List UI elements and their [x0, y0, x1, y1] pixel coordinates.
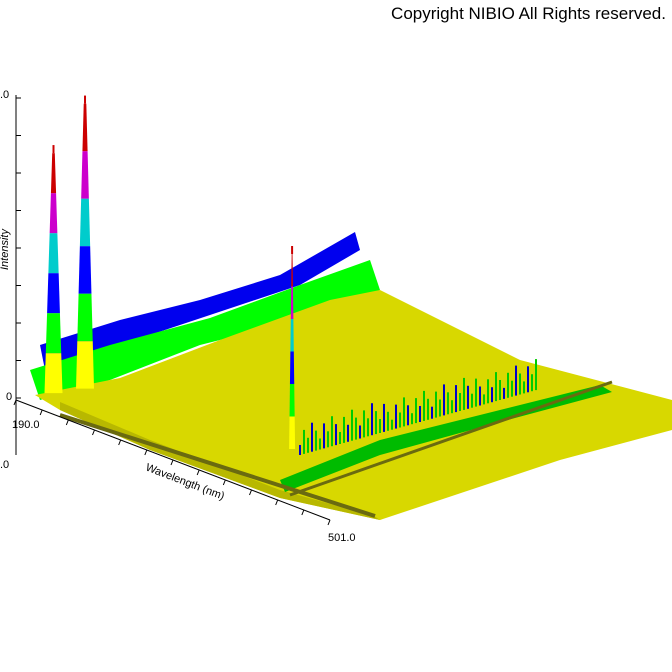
- wavelength-tick-mark: [249, 489, 252, 496]
- surface-layers: [30, 232, 672, 520]
- wavelength-tick-mark: [196, 469, 200, 476]
- wavelength-tick-mark: [144, 449, 148, 456]
- peak-band: [289, 351, 295, 384]
- floor-edge-line: [59, 413, 376, 518]
- wavelength-end-tick: 501.0: [328, 532, 356, 544]
- wavelength-tick-mark: [118, 439, 122, 446]
- noise-group: [299, 359, 537, 455]
- wavelength-tick-mark: [301, 509, 305, 516]
- peak-band: [50, 153, 57, 194]
- peak-band: [289, 383, 295, 417]
- depth-tick: .0: [0, 459, 9, 471]
- peak-band: [78, 246, 92, 294]
- wavelength-tick-mark: [327, 519, 331, 526]
- peak-band: [45, 313, 62, 354]
- intensity-top-tick: .0: [0, 89, 9, 101]
- peak-band: [47, 273, 60, 314]
- wavelength-start-tick: 190.0: [12, 419, 40, 431]
- peak-band: [79, 198, 91, 247]
- intensity-ticks: [16, 97, 21, 399]
- peak-band: [44, 353, 63, 394]
- copyright-text: Copyright NIBIO All Rights reserved.: [391, 4, 666, 23]
- blue-ridge-surface: [40, 232, 360, 370]
- wavelength-tick-mark: [222, 479, 226, 486]
- peak-band: [48, 233, 59, 274]
- wavelength-tick-mark: [39, 409, 43, 416]
- wavelength-tick-mark: [65, 419, 69, 426]
- wavelength-ticks: [13, 399, 331, 526]
- peak-band: [49, 193, 58, 234]
- peak-band: [290, 286, 294, 319]
- peak-band: [290, 318, 294, 352]
- peak-band: [82, 103, 88, 152]
- peak-band: [77, 293, 93, 342]
- peak-band: [81, 151, 89, 199]
- wavelength-tick-mark: [170, 459, 174, 466]
- peak-band: [76, 341, 95, 389]
- floor-edge-line-right: [289, 380, 613, 497]
- wavelength-tick-mark: [275, 499, 279, 506]
- peak-band: [289, 416, 296, 449]
- intensity-axis-label: Intensity: [0, 228, 11, 270]
- intensity-zero-tick: 0: [6, 391, 12, 403]
- wavelength-tick-mark: [92, 429, 95, 436]
- peak-band: [291, 253, 293, 287]
- wavelength-tick-mark: [13, 399, 17, 406]
- peaks-group: [44, 95, 296, 449]
